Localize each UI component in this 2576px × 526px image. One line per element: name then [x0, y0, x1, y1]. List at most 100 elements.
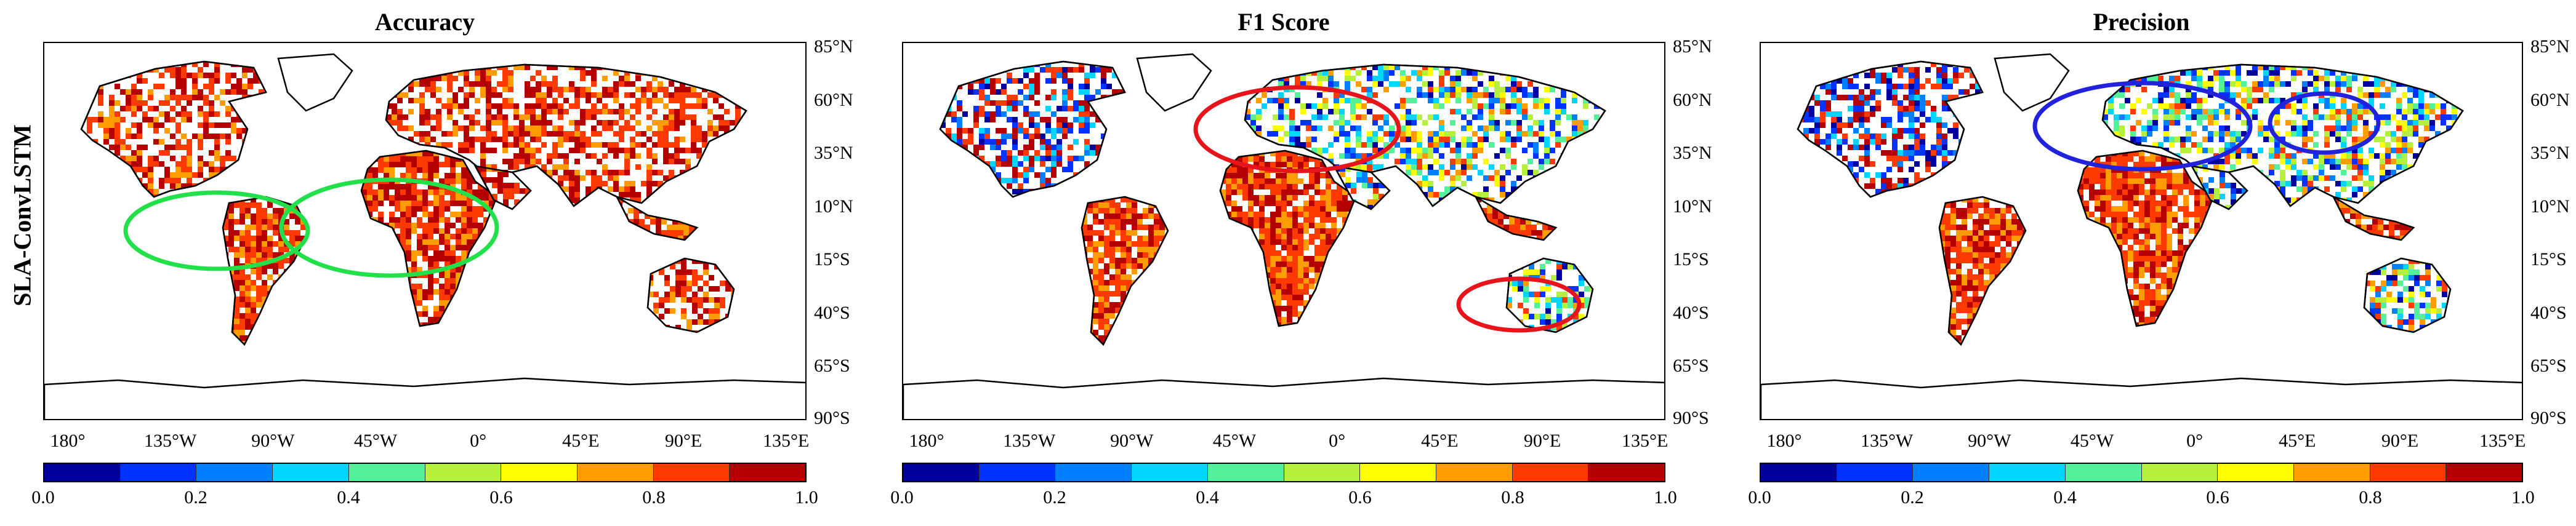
latitude-label: 15°S: [1673, 249, 1709, 269]
colorbar-segment: [2293, 464, 2370, 481]
latitude-label: 60°N: [814, 90, 853, 110]
longitude-label: 90°W: [251, 431, 295, 451]
map-panel-3: Precision 85°N 60°N 35°N 10°N 15°S 40°S 65°S 90°…: [1748, 0, 2572, 526]
landmass-greenland: [277, 53, 353, 112]
longitude-label: 90°W: [1110, 431, 1154, 451]
colorbar-tick-label: 0.0: [890, 487, 914, 508]
colorbar-segment: [577, 464, 654, 481]
annotation-ellipse-1: [2032, 81, 2253, 172]
colorbar-segment: [1588, 464, 1665, 481]
colorbar-tick-label: 0.2: [1043, 487, 1066, 508]
colorbar-tick-label: 0.6: [1348, 487, 1372, 508]
landmass-antarctica: [903, 377, 1664, 419]
panel-title: Precision: [2093, 8, 2190, 36]
latitude-label: 40°S: [1673, 303, 1709, 323]
annotation-ellipse-1: [1193, 85, 1401, 173]
colorbar-tick-label: 0.4: [2053, 487, 2077, 508]
colorbar-tick-label: 0.6: [489, 487, 513, 508]
colorbar-tick-label: 0.6: [2206, 487, 2229, 508]
longitude-label: 135°W: [144, 431, 197, 451]
world-map-canvas: [903, 53, 1664, 419]
landmass-antarctica: [44, 377, 805, 419]
latitude-label: 90°S: [814, 408, 850, 428]
longitude-label: 45°W: [353, 431, 398, 451]
metric-cells-australia: [648, 258, 734, 332]
longitude-label: 135°E: [762, 431, 810, 451]
colorbar-segment: [2218, 464, 2294, 481]
annotation-ellipse-2: [279, 177, 499, 278]
latitude-label: 65°S: [814, 356, 850, 376]
colorbar-segment: [1284, 464, 1361, 481]
colorbar-segment: [1055, 464, 1132, 481]
latitude-label: 35°N: [814, 143, 853, 163]
longitude-label: 180°: [50, 431, 86, 451]
latitude-label: 15°S: [2530, 249, 2567, 269]
colorbar-tick-label: 0.0: [1748, 487, 1771, 508]
longitude-label: 90°E: [664, 431, 702, 451]
longitude-label: 45°W: [2070, 431, 2114, 451]
colorbar-segment: [501, 464, 578, 481]
annotation-ellipse-2: [1456, 276, 1582, 333]
longitude-label: 90°E: [2381, 431, 2419, 451]
metric-cells-africa: [1220, 151, 1356, 326]
colorbar-segment: [348, 464, 425, 481]
colorbar-tick-label: 0.8: [1501, 487, 1524, 508]
colorbar-segment: [196, 464, 273, 481]
colorbar-segment: [653, 464, 730, 481]
colorbar-segment: [1989, 464, 2066, 481]
latitude-label: 90°S: [2530, 408, 2567, 428]
annotation-ellipse-1: [123, 190, 310, 271]
metric-cells-south-america: [1939, 197, 2026, 345]
latitude-label: 10°N: [1673, 196, 1712, 217]
colorbar-tick-label: 1.0: [795, 487, 818, 508]
colorbar-segment: [2446, 464, 2522, 481]
colorbar-segment: [2370, 464, 2447, 481]
colorbar-segment: [425, 464, 502, 481]
latitude-label: 10°N: [2530, 196, 2570, 217]
world-map: [43, 42, 807, 420]
colorbar: [43, 463, 807, 482]
colorbar-segment: [273, 464, 349, 481]
colorbar-segment: [1360, 464, 1436, 481]
latitude-label: 40°S: [2530, 303, 2567, 323]
colorbar-segment: [1913, 464, 1990, 481]
map-panel-2: F1 Score 85°N 60°N 35°N 10°N 15°S 40°S 65°S 90°S…: [890, 0, 1715, 526]
colorbar-tick-label: 0.8: [2359, 487, 2382, 508]
latitude-label: 15°S: [814, 249, 850, 269]
landmass-greenland: [1994, 53, 2070, 112]
world-map: [902, 42, 1665, 420]
panel-title: Accuracy: [374, 8, 475, 36]
longitude-label: 135°E: [1621, 431, 1668, 451]
landmass-antarctica: [1761, 377, 2522, 419]
colorbar-tick-label: 0.8: [642, 487, 666, 508]
metric-cells-south-america: [1082, 197, 1168, 345]
row-label-text: SLA-ConvLSTM: [8, 124, 36, 306]
longitude-label: 0°: [470, 431, 487, 451]
annotation-ellipse-2: [2268, 91, 2381, 155]
latitude-label: 60°N: [1673, 90, 1712, 110]
longitude-label: 180°: [1766, 431, 1802, 451]
longitude-label: 45°E: [2279, 431, 2316, 451]
metric-cells-south-america: [223, 197, 309, 345]
longitude-label: 135°W: [1003, 431, 1056, 451]
colorbar-segment: [1761, 464, 1837, 481]
latitude-label: 40°S: [814, 303, 850, 323]
colorbar-segment: [1512, 464, 1589, 481]
colorbar-tick-label: 0.4: [1196, 487, 1219, 508]
colorbar-segment: [903, 464, 980, 481]
landmass-greenland: [1136, 53, 1212, 112]
latitude-label: 85°N: [2530, 36, 2570, 57]
row-label: SLA-ConvLSTM: [4, 55, 41, 375]
map-panel-1: Accuracy 85°N 60°N 35°N 10°N 15°S 40°S 65°S 90°S…: [31, 0, 856, 526]
latitude-label: 10°N: [814, 196, 853, 217]
latitude-label: 35°N: [1673, 143, 1712, 163]
longitude-label: 45°E: [562, 431, 600, 451]
colorbar-tick-label: 0.4: [337, 487, 360, 508]
colorbar-tick-label: 1.0: [2511, 487, 2535, 508]
longitude-label: 180°: [909, 431, 944, 451]
colorbar-tick-label: 0.2: [1901, 487, 1924, 508]
colorbar: [902, 463, 1665, 482]
longitude-label: 135°W: [1861, 431, 1914, 451]
longitude-label: 0°: [1329, 431, 1346, 451]
colorbar-segment: [44, 464, 121, 481]
